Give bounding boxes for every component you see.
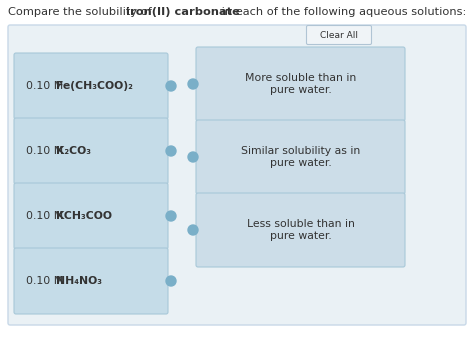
FancyBboxPatch shape	[196, 193, 405, 267]
FancyBboxPatch shape	[14, 183, 168, 249]
FancyBboxPatch shape	[307, 26, 372, 44]
Circle shape	[188, 152, 198, 162]
Text: Clear All: Clear All	[320, 31, 358, 39]
Circle shape	[166, 276, 176, 286]
Text: Compare the solubility of: Compare the solubility of	[8, 7, 155, 17]
Circle shape	[166, 211, 176, 221]
Text: Fe(CH₃COO)₂: Fe(CH₃COO)₂	[56, 81, 133, 91]
Text: KCH₃COO: KCH₃COO	[56, 211, 112, 221]
Text: 0.10 M: 0.10 M	[26, 81, 67, 91]
Circle shape	[188, 225, 198, 235]
Circle shape	[166, 81, 176, 91]
Text: K₂CO₃: K₂CO₃	[56, 146, 91, 156]
FancyBboxPatch shape	[14, 248, 168, 314]
Circle shape	[188, 79, 198, 89]
FancyBboxPatch shape	[8, 25, 466, 325]
FancyBboxPatch shape	[14, 53, 168, 119]
Text: iron(II) carbonate: iron(II) carbonate	[126, 7, 240, 17]
Circle shape	[166, 146, 176, 156]
Text: Less soluble than in
pure water.: Less soluble than in pure water.	[246, 219, 355, 241]
Text: More soluble than in
pure water.: More soluble than in pure water.	[245, 73, 356, 95]
Text: in each of the following aqueous solutions:: in each of the following aqueous solutio…	[218, 7, 466, 17]
FancyBboxPatch shape	[14, 118, 168, 184]
Text: 0.10 M: 0.10 M	[26, 276, 67, 286]
Text: 0.10 M: 0.10 M	[26, 211, 67, 221]
Text: NH₄NO₃: NH₄NO₃	[56, 276, 102, 286]
Text: 0.10 M: 0.10 M	[26, 146, 67, 156]
FancyBboxPatch shape	[196, 120, 405, 194]
Text: Similar solubility as in
pure water.: Similar solubility as in pure water.	[241, 146, 360, 168]
FancyBboxPatch shape	[196, 47, 405, 121]
